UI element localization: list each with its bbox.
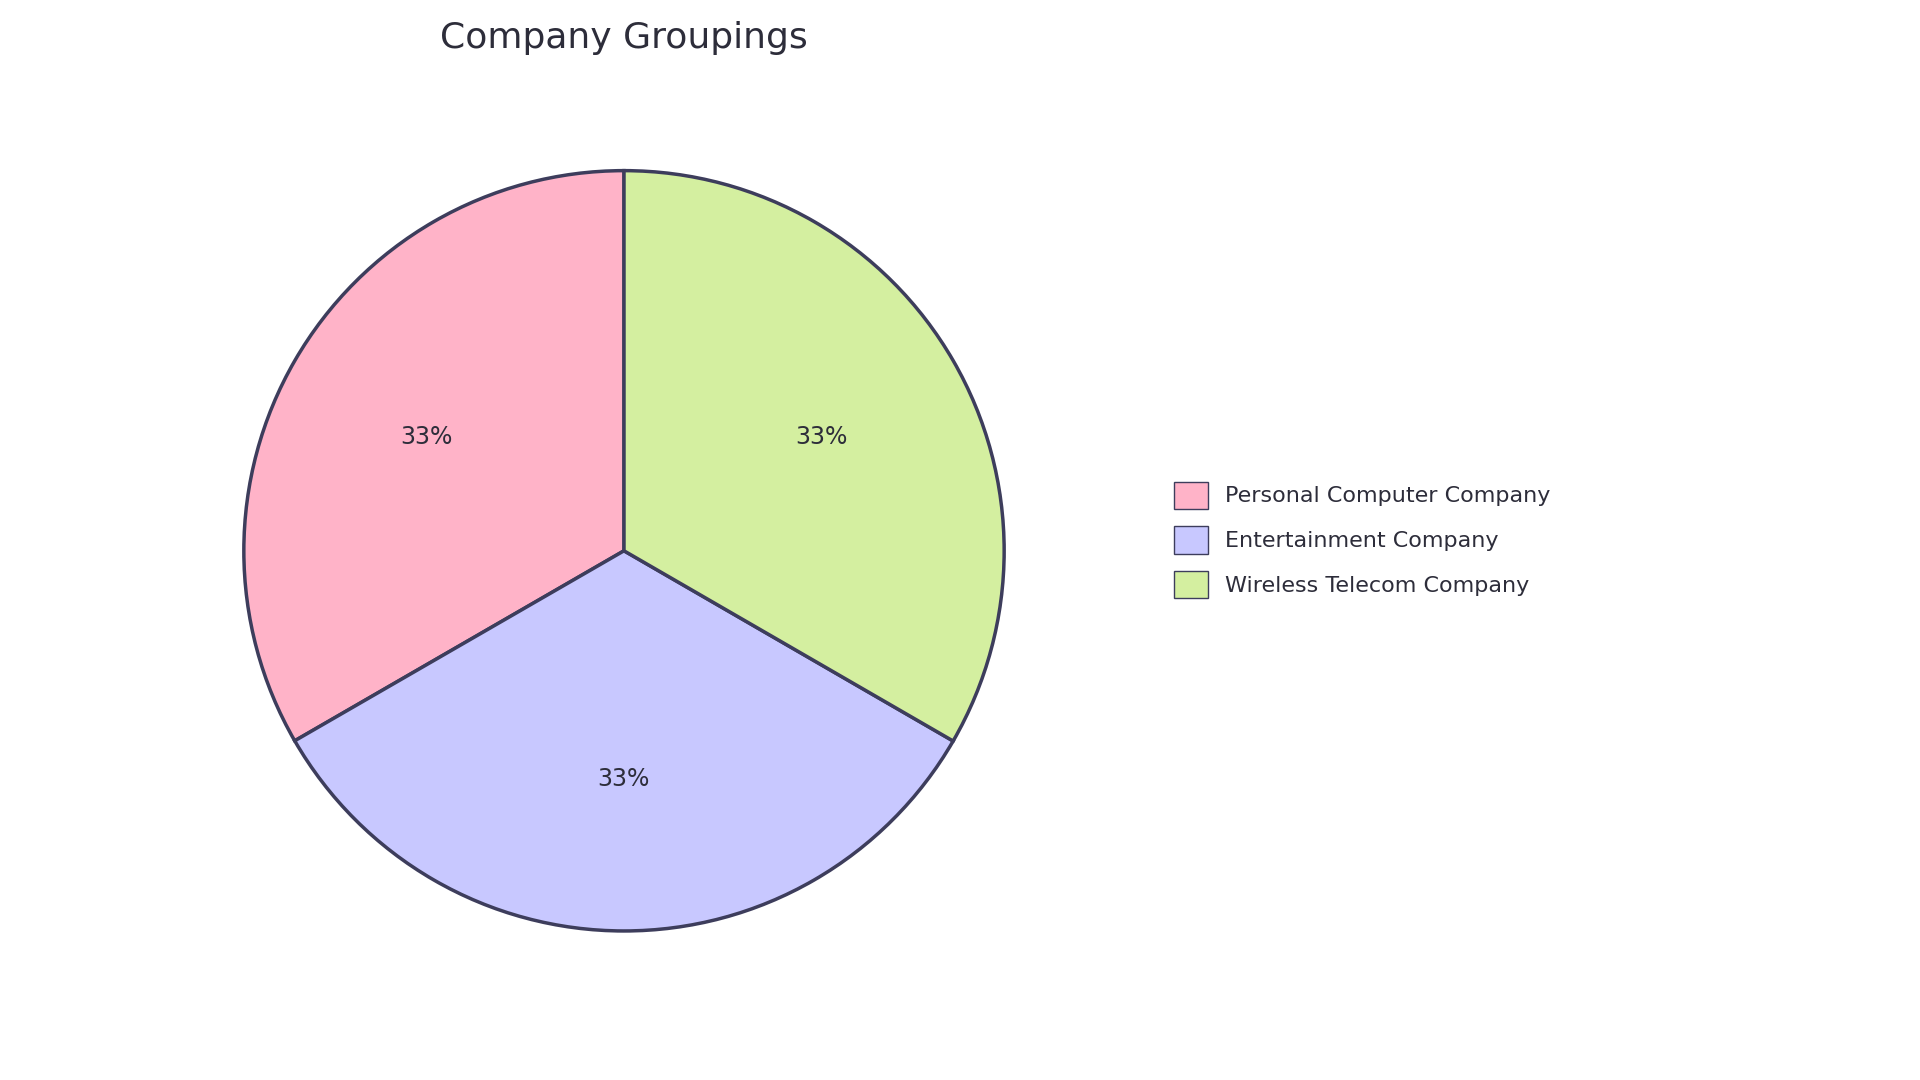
Legend: Personal Computer Company, Entertainment Company, Wireless Telecom Company: Personal Computer Company, Entertainment…	[1164, 471, 1561, 609]
Text: 33%: 33%	[597, 767, 651, 791]
Title: Company Groupings: Company Groupings	[440, 21, 808, 55]
Wedge shape	[244, 171, 624, 741]
Wedge shape	[624, 171, 1004, 741]
Text: 33%: 33%	[399, 424, 453, 448]
Wedge shape	[296, 551, 952, 931]
Text: 33%: 33%	[795, 424, 849, 449]
